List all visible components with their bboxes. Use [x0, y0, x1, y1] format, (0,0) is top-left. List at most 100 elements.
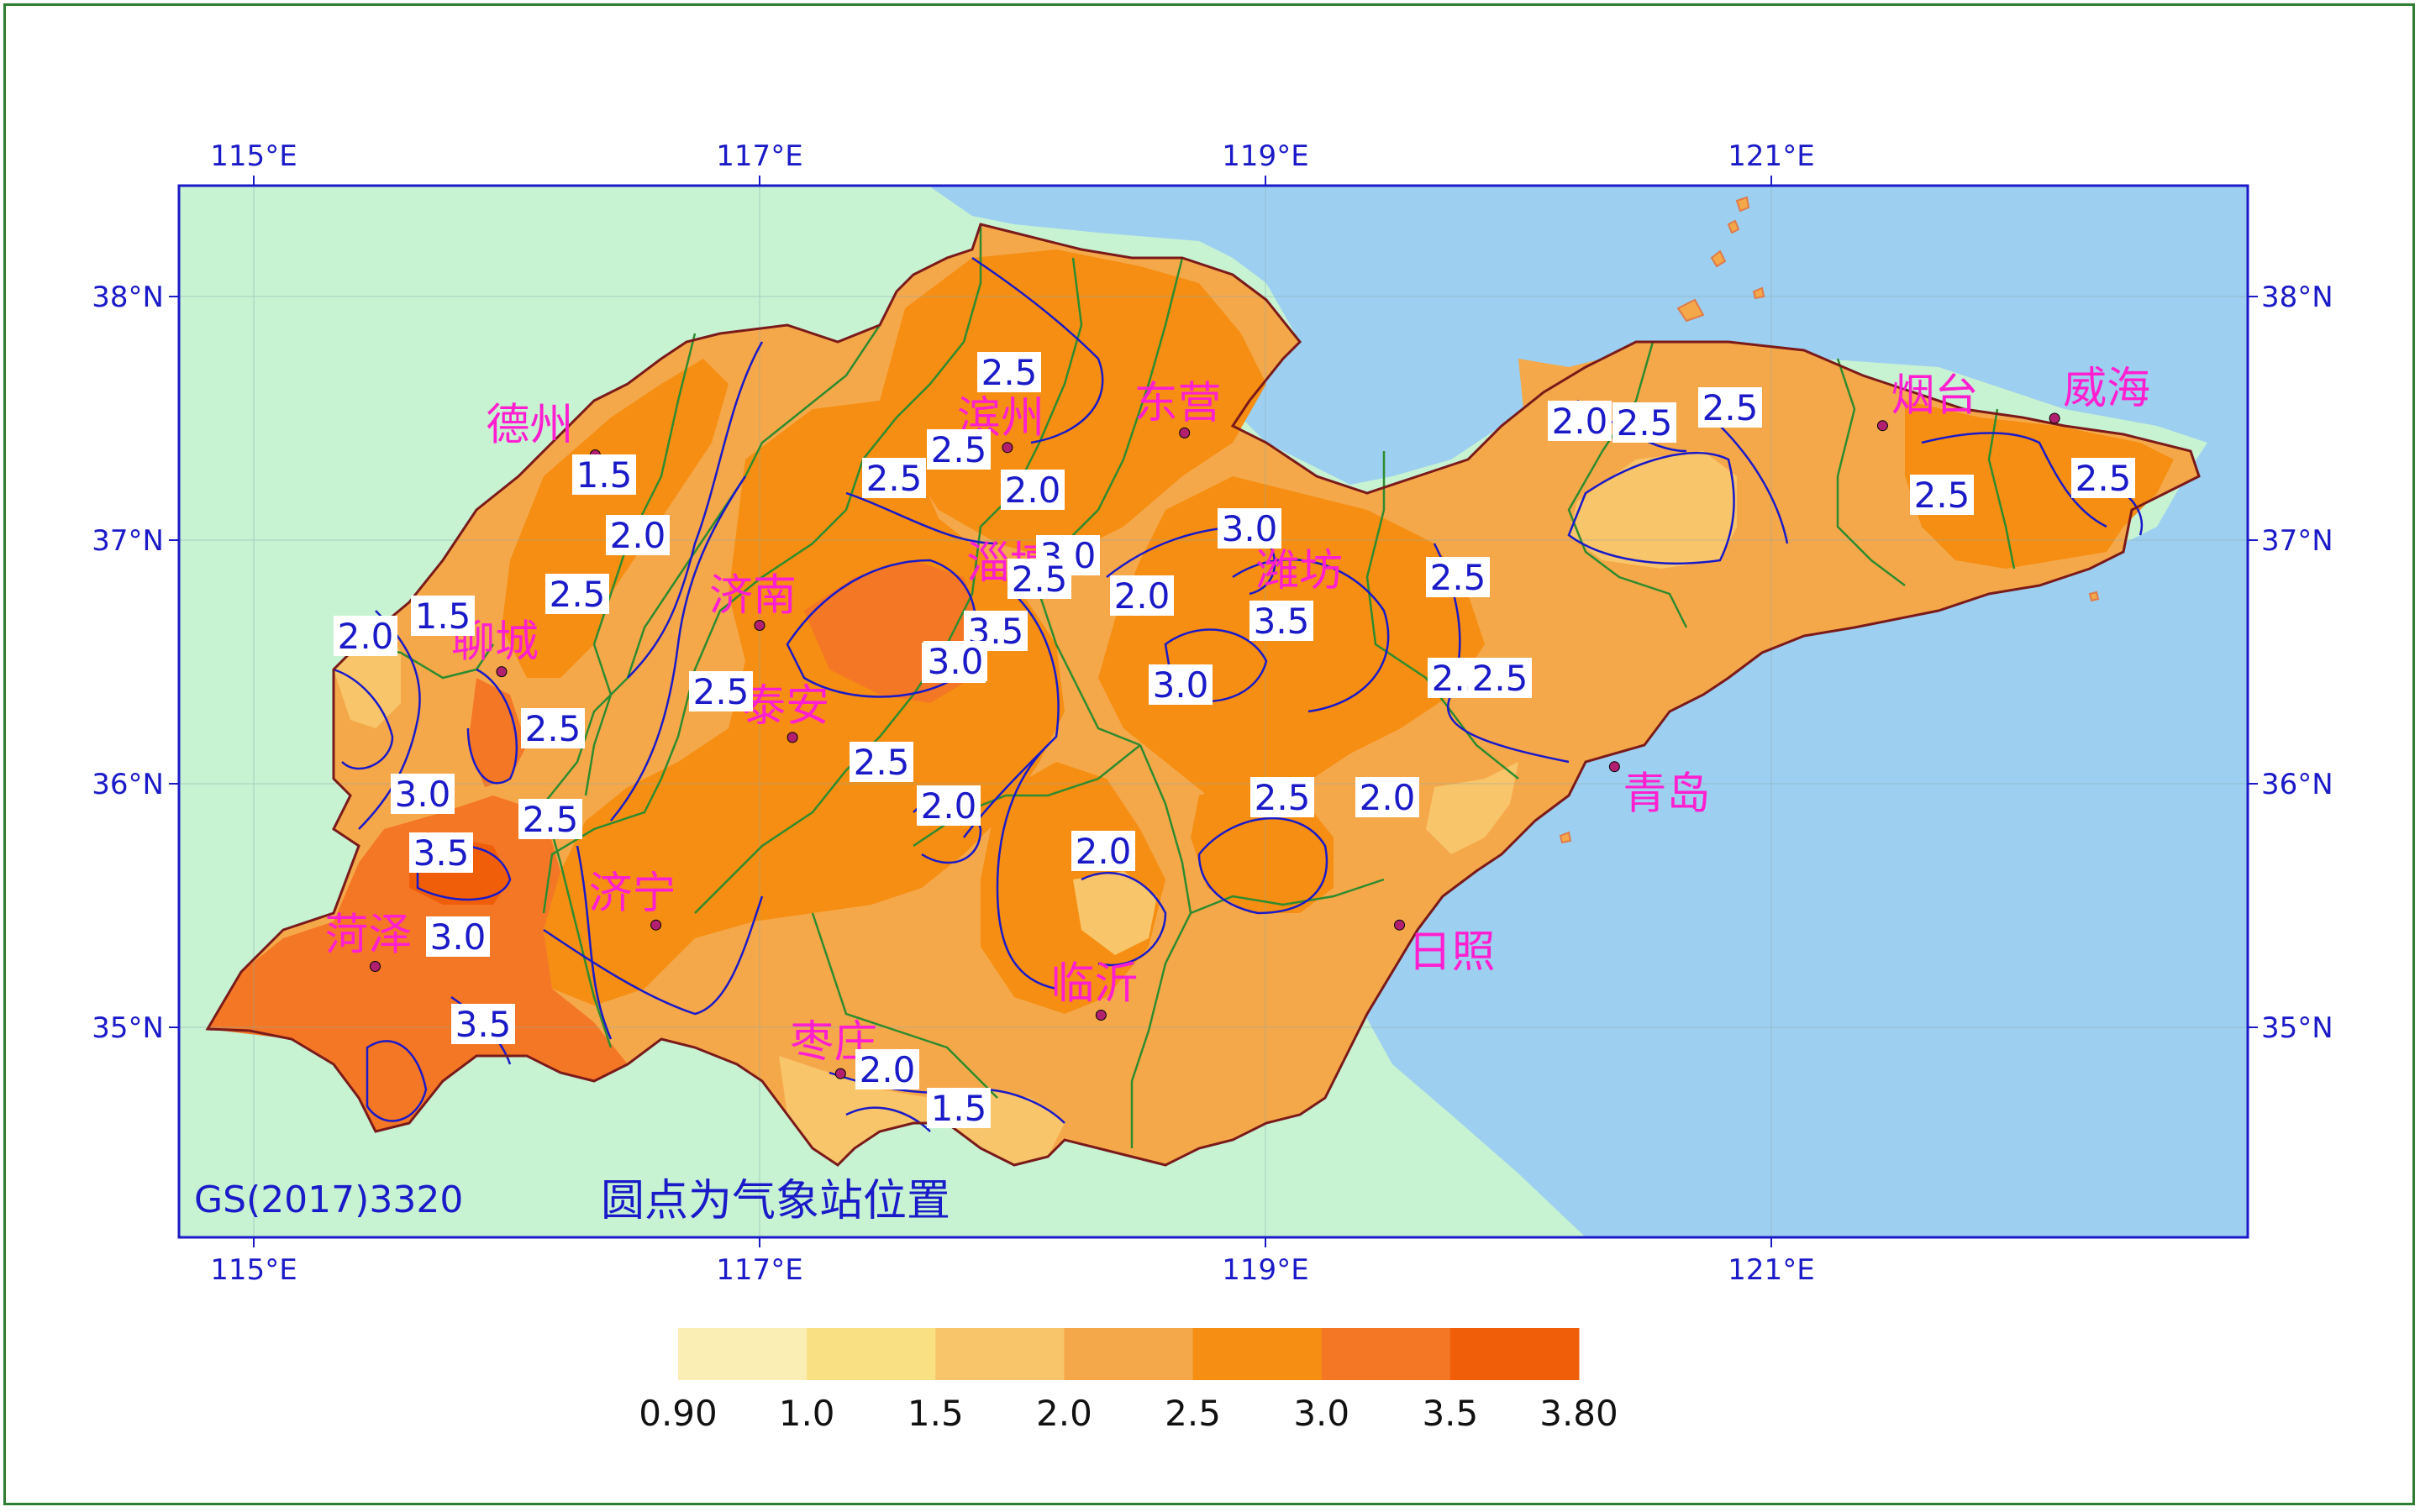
svg-text:2.5: 2.5 [854, 742, 910, 783]
map-canvas: 德州滨州东营烟台威海淄博潍坊聊城济南泰安青岛济宁菏泽临沂日照枣庄 2.52.52… [92, 139, 2333, 1434]
contour-label: 2.0 [917, 785, 981, 827]
contour-label: 2.0 [1548, 401, 1612, 442]
legend-swatch [1064, 1328, 1194, 1380]
contour-label: 2.0 [606, 515, 670, 556]
lon-tick-bottom: 117°E [716, 1253, 802, 1287]
color-legend: 0.90 1.0 1.5 2.0 2.5 3.0 3.5 3.80 [639, 1328, 1618, 1434]
shandong-outline [205, 223, 2201, 1167]
legend-label: 3.5 [1422, 1393, 1478, 1434]
city-label: 东营 [1134, 378, 1222, 428]
station-dot [1095, 1010, 1107, 1021]
figure-frame: 德州滨州东营烟台威海淄博潍坊聊城济南泰安青岛济宁菏泽临沂日照枣庄 2.52.52… [3, 3, 2415, 1505]
legend-label: 3.0 [1293, 1393, 1349, 1434]
contour-label: 2.0 [1071, 831, 1135, 872]
contour-label: 3.5 [451, 1004, 515, 1045]
svg-text:2.5: 2.5 [1472, 658, 1528, 699]
contour-label: 3.5 [1249, 601, 1313, 642]
city-label: 济宁 [589, 869, 676, 919]
legend-label: 1.5 [908, 1393, 964, 1434]
station-dot [1179, 427, 1191, 438]
svg-text:3.0: 3.0 [928, 641, 984, 682]
city-label: 泰安 [742, 681, 829, 732]
lon-tick-top: 117°E [716, 139, 802, 173]
contour-label: 2.5 [521, 708, 585, 749]
legend-swatch [1449, 1328, 1580, 1380]
contour-label: 2.5 [1468, 658, 1532, 699]
contour-label: 2.0 [1355, 777, 1419, 818]
legend-label: 0.90 [639, 1393, 718, 1434]
lat-tick-right: 38°N [2261, 281, 2333, 314]
lat-tick-right: 36°N [2261, 768, 2333, 801]
svg-text:3.5: 3.5 [1254, 601, 1310, 642]
station-dot [2049, 412, 2060, 424]
region-2.5-3.0-central [544, 401, 1065, 1005]
svg-text:2.0: 2.0 [1552, 401, 1608, 442]
svg-text:2.5: 2.5 [2075, 458, 2132, 499]
svg-text:2.0: 2.0 [338, 616, 394, 657]
svg-text:2.5: 2.5 [931, 429, 987, 470]
legend-label: 2.5 [1165, 1393, 1221, 1434]
svg-text:2.0: 2.0 [1114, 575, 1171, 617]
contour-label: 2.5 [850, 742, 913, 783]
lat-tick-right: 37°N [2261, 524, 2333, 558]
station-dot [834, 1068, 846, 1079]
map-frame [177, 184, 2249, 1239]
contour-label: 3.0 [426, 916, 490, 958]
contour-label: 2.5 [1612, 402, 1676, 444]
legend-swatch [678, 1328, 808, 1380]
region-2.5-3.0-north [880, 249, 1266, 560]
station-dot [650, 919, 662, 931]
svg-text:2.5: 2.5 [523, 799, 579, 840]
map-credit: GS(2017)3320 [194, 1179, 463, 1221]
legend-swatch [807, 1328, 936, 1380]
contour-label: 2.5 [1250, 777, 1314, 818]
contour-label: 2.5 [1910, 475, 1974, 516]
station-dot [1394, 919, 1406, 931]
station-dot [496, 666, 508, 678]
contour-label: 2.5 [2071, 458, 2135, 499]
city-label: 日照 [1408, 927, 1496, 978]
svg-text:3.0: 3.0 [1153, 664, 1209, 706]
svg-text:2.0: 2.0 [860, 1049, 916, 1090]
region-1.5-2.0-linyi [1073, 871, 1157, 955]
legend-swatch [1321, 1328, 1451, 1380]
svg-text:1.5: 1.5 [415, 596, 471, 637]
contour-label: 2.5 [545, 574, 609, 615]
lat-tick-left: 37°N [92, 524, 164, 558]
coordinate-ticks: 115°E 115°E 117°E 117°E 119°E 119°E 121°E 121°E… [92, 139, 2333, 1287]
svg-text:2.5: 2.5 [1617, 402, 1673, 444]
city-label: 临沂 [1050, 959, 1138, 1010]
legend-label: 3.80 [1539, 1393, 1618, 1434]
contour-label: 2.0 [1110, 575, 1174, 617]
svg-text:2.5: 2.5 [1702, 387, 1759, 428]
svg-text:1.5: 1.5 [931, 1088, 987, 1129]
region-2.5-3.0-east [1098, 476, 1485, 812]
svg-text:3.0: 3.0 [430, 916, 487, 958]
station-dot [1002, 442, 1013, 454]
city-label: 济南 [709, 571, 797, 622]
svg-text:2.0: 2.0 [610, 515, 666, 556]
svg-text:2.5: 2.5 [866, 458, 923, 499]
graticule [179, 186, 2248, 1237]
contour-label: 2.5 [1426, 557, 1490, 598]
legend-label: 1.0 [779, 1393, 835, 1434]
contour-label: 2.0 [334, 616, 397, 657]
svg-text:2.5: 2.5 [550, 574, 606, 615]
svg-text:2.5: 2.5 [981, 352, 1038, 393]
lon-tick-bottom: 115°E [210, 1253, 297, 1287]
svg-text:3.0: 3.0 [1222, 508, 1278, 549]
svg-text:2.5: 2.5 [1255, 777, 1311, 818]
map-note: 圆点为气象站位置 [601, 1176, 950, 1226]
contour-label: 3.0 [1218, 508, 1281, 549]
station-dot [369, 961, 381, 972]
sea-area [929, 186, 2248, 1237]
city-label: 威海 [2063, 364, 2150, 414]
contour-label: 2.5 [518, 799, 582, 840]
contour-label: 2.5 [977, 352, 1041, 393]
region-3.0-3.5-southwest [208, 795, 628, 1131]
svg-text:2.5: 2.5 [1012, 559, 1068, 600]
svg-text:2.0: 2.0 [1360, 777, 1416, 818]
svg-text:3.5: 3.5 [455, 1004, 512, 1045]
svg-text:3.5: 3.5 [413, 832, 470, 874]
contour-label: 3.0 [1149, 664, 1213, 706]
